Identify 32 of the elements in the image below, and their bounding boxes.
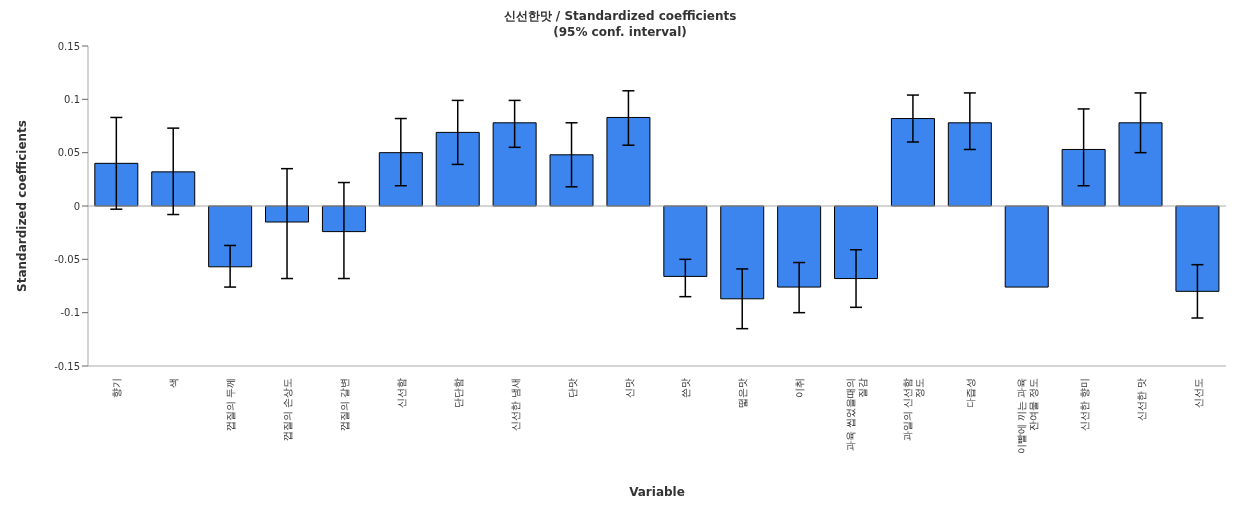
chart-title: 신선한맛 / Standardized coefficients	[502, 8, 738, 24]
y-tick-label: -0.15	[54, 360, 80, 372]
x-tick-label: 색	[168, 378, 180, 388]
x-tick-label: 껍질의 두께	[225, 378, 237, 432]
y-tick-label: 0.15	[57, 40, 80, 52]
x-tick-label: 껍질의 손상도	[282, 378, 294, 442]
y-axis-title: Standardized coefficients	[15, 120, 30, 292]
x-tick-label: 단단함	[452, 378, 464, 408]
x-tick-label: 신선한 맛	[1135, 378, 1147, 422]
y-tick-label: 0	[73, 200, 80, 212]
x-tick-label: 신선한 냄새	[509, 378, 521, 432]
x-tick-label: 이빨에 끼는 과육 잔여물 정도	[1015, 378, 1039, 455]
x-axis-title: Variable	[629, 485, 685, 499]
x-tick-label: 신맛	[623, 378, 635, 398]
y-tick-label: -0.1	[60, 307, 80, 319]
x-tick-label: 신선도	[1192, 378, 1204, 408]
x-tick-label: 다즙성	[964, 378, 976, 408]
x-tick-label: 향기	[111, 378, 123, 398]
x-tick-label: 신선함	[395, 378, 407, 408]
y-tick-label: -0.05	[54, 253, 80, 265]
x-tick-label: 과일의 신선함 정도	[902, 378, 926, 442]
x-tick-label: 단맛	[566, 378, 578, 398]
x-tick-label: 떫은맛	[737, 378, 749, 408]
x-tick-label: 과육 씹었을때의 질감	[845, 378, 869, 452]
chart-subtitle: (95% conf. interval)	[552, 24, 688, 40]
x-tick-label: 쓴맛	[680, 378, 692, 398]
y-tick-label: 0.05	[57, 147, 80, 159]
x-tick-label: 이취	[794, 378, 806, 398]
y-tick-label: 0.1	[64, 93, 80, 105]
x-tick-label: 신선한 향미	[1078, 378, 1090, 432]
bar	[1004, 205, 1049, 288]
x-tick-label: 껍질의 갈변	[339, 378, 351, 432]
